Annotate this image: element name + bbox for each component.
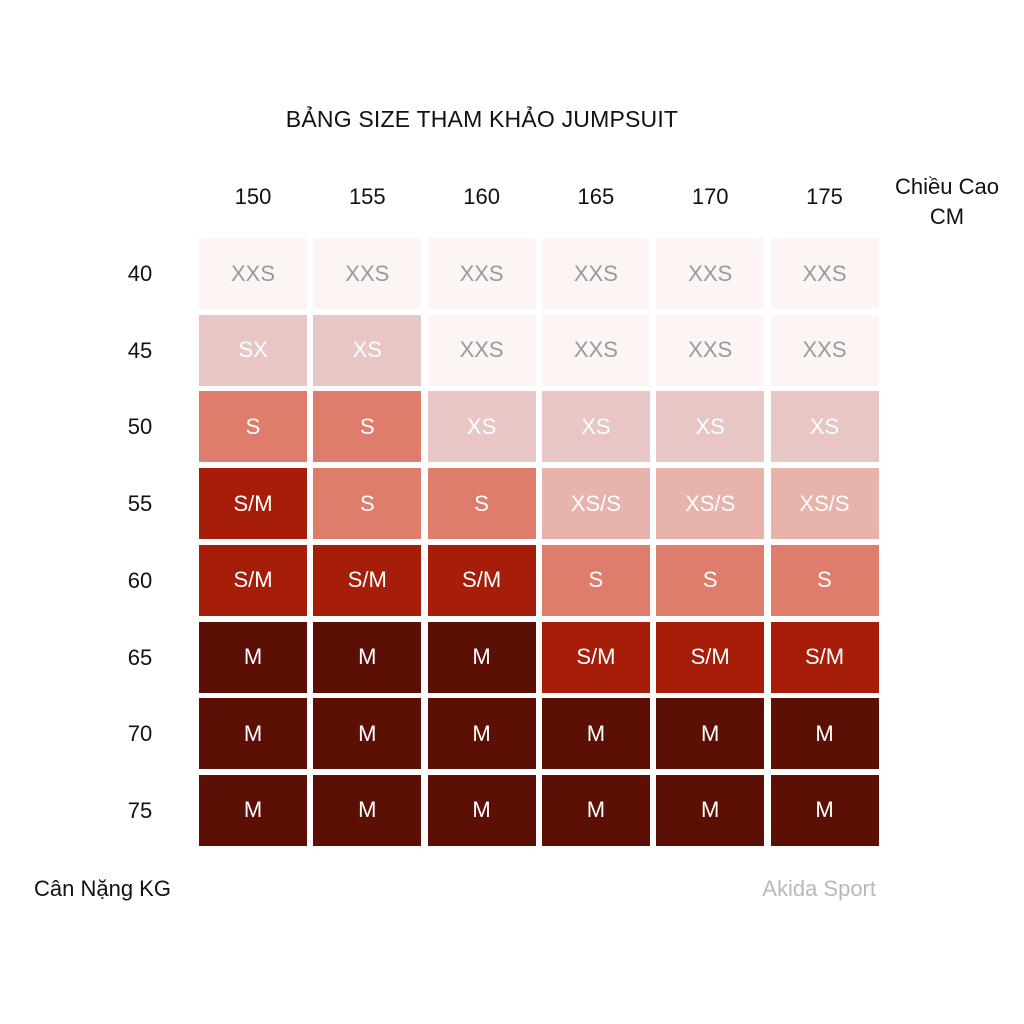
row-header-75: 75	[127, 797, 153, 823]
size-cell: M	[199, 621, 307, 693]
size-cell: XS/S	[770, 468, 879, 540]
row-header-65: 65	[127, 644, 153, 670]
size-cell: M	[313, 698, 422, 770]
size-cell: S/M	[770, 621, 879, 693]
size-cell: XXS	[656, 238, 765, 309]
brand-watermark: Akida Sport	[762, 876, 876, 901]
size-cell: M	[199, 774, 307, 846]
size-cell: XS	[313, 314, 422, 386]
row-header-50: 50	[127, 414, 153, 440]
size-cell: M	[427, 698, 536, 770]
size-cell: S/M	[427, 544, 536, 616]
size-cell: XS	[427, 391, 536, 463]
chart-title: BẢNG SIZE THAM KHẢO JUMPSUIT	[285, 106, 679, 132]
size-cell: S	[313, 468, 422, 540]
column-header-175: 175	[806, 184, 843, 209]
size-cell: S/M	[541, 621, 650, 693]
size-cell: M	[770, 698, 879, 770]
column-header-170: 170	[691, 184, 729, 209]
row-header-70: 70	[127, 721, 153, 747]
size-cell: SX	[199, 314, 307, 386]
size-cell: M	[427, 774, 536, 846]
size-cell: S	[427, 468, 536, 540]
size-cell: M	[541, 698, 650, 770]
size-cell: M	[313, 621, 422, 693]
size-cell: M	[199, 698, 307, 770]
size-cell: XXS	[427, 238, 536, 309]
size-cell: XS/S	[541, 468, 650, 540]
size-cell: XXS	[541, 314, 650, 386]
size-cell: S	[199, 391, 307, 463]
size-cell: S/M	[656, 621, 765, 693]
size-cell: S/M	[313, 544, 422, 616]
size-cell: M	[656, 774, 765, 846]
column-header-160: 160	[463, 184, 500, 209]
row-header-55: 55	[127, 491, 153, 517]
row-header-45: 45	[127, 337, 153, 363]
column-header-165: 165	[577, 184, 615, 209]
size-cell: XXS	[313, 238, 422, 309]
size-cell: XXS	[770, 314, 879, 386]
size-cell: S	[541, 544, 650, 616]
size-cell: S	[656, 544, 765, 616]
size-cell: XXS	[541, 238, 650, 309]
size-cell: S	[770, 544, 879, 616]
size-cell: M	[313, 774, 422, 846]
size-cell: S/M	[199, 544, 307, 616]
size-cell: XS	[770, 391, 879, 463]
size-cell: XXS	[199, 238, 307, 309]
column-header-155: 155	[348, 184, 386, 209]
size-cell: S/M	[199, 468, 307, 540]
size-cell: XS	[541, 391, 650, 463]
row-header-40: 40	[127, 261, 153, 286]
column-header-150: 150	[234, 184, 272, 209]
column-axis-label-line-1: Chiều Cao	[895, 174, 999, 199]
column-axis-label-line-2: CM	[929, 204, 965, 229]
size-cell: M	[656, 698, 765, 770]
size-cell: XXS	[770, 238, 879, 309]
row-header-60: 60	[127, 567, 153, 593]
size-cell: XXS	[427, 314, 536, 386]
size-cell: XXS	[656, 314, 765, 386]
size-cell: XS	[656, 391, 765, 463]
size-cell: M	[541, 774, 650, 846]
size-cell: XS/S	[656, 468, 765, 540]
size-cell: M	[427, 621, 536, 693]
size-cell: M	[770, 774, 879, 846]
size-cell: S	[313, 391, 422, 463]
row-axis-label: Cân Nặng KG	[34, 876, 171, 901]
column-axis-label: Chiều Cao CM	[880, 172, 1014, 232]
